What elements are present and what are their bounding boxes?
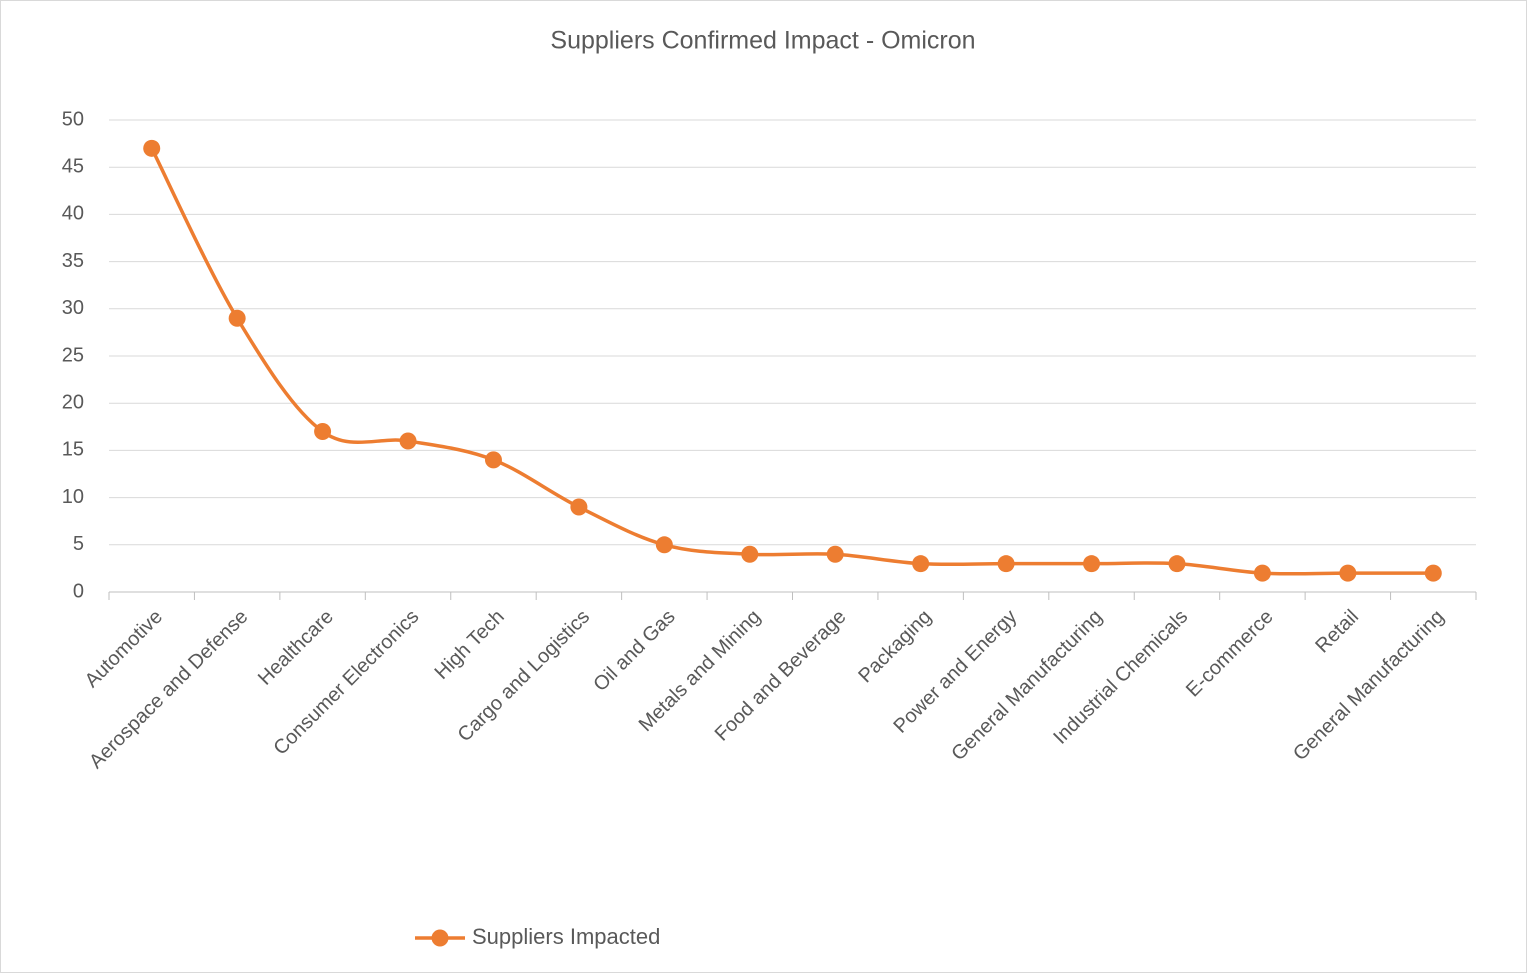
y-tick-label: 45 (62, 155, 84, 177)
point (314, 423, 332, 441)
y-tick-label: 20 (62, 391, 84, 413)
point (1253, 564, 1271, 582)
point (655, 536, 673, 554)
point (741, 545, 759, 563)
point (399, 432, 417, 450)
point (484, 451, 502, 469)
point (143, 139, 161, 157)
point (228, 309, 246, 327)
y-tick-label: 40 (62, 203, 84, 225)
y-tick-label: 0 (73, 580, 84, 602)
y-tick-label: 35 (62, 250, 84, 272)
y-tick-label: 50 (62, 108, 84, 130)
y-tick-label: 30 (62, 297, 84, 319)
y-tick-label: 25 (62, 344, 84, 366)
point (912, 555, 930, 573)
point (1083, 555, 1101, 573)
point (1168, 555, 1186, 573)
point (570, 498, 588, 516)
point (997, 555, 1015, 573)
y-tick-label: 15 (62, 439, 84, 461)
point (1339, 564, 1357, 582)
legend-marker (431, 929, 449, 947)
point (1424, 564, 1442, 582)
legend-label: Suppliers Impacted (472, 924, 660, 949)
point (826, 545, 844, 563)
y-tick-label: 10 (62, 486, 84, 508)
chart-title: Suppliers Confirmed Impact - Omicron (550, 27, 975, 55)
y-tick-label: 5 (73, 533, 84, 555)
